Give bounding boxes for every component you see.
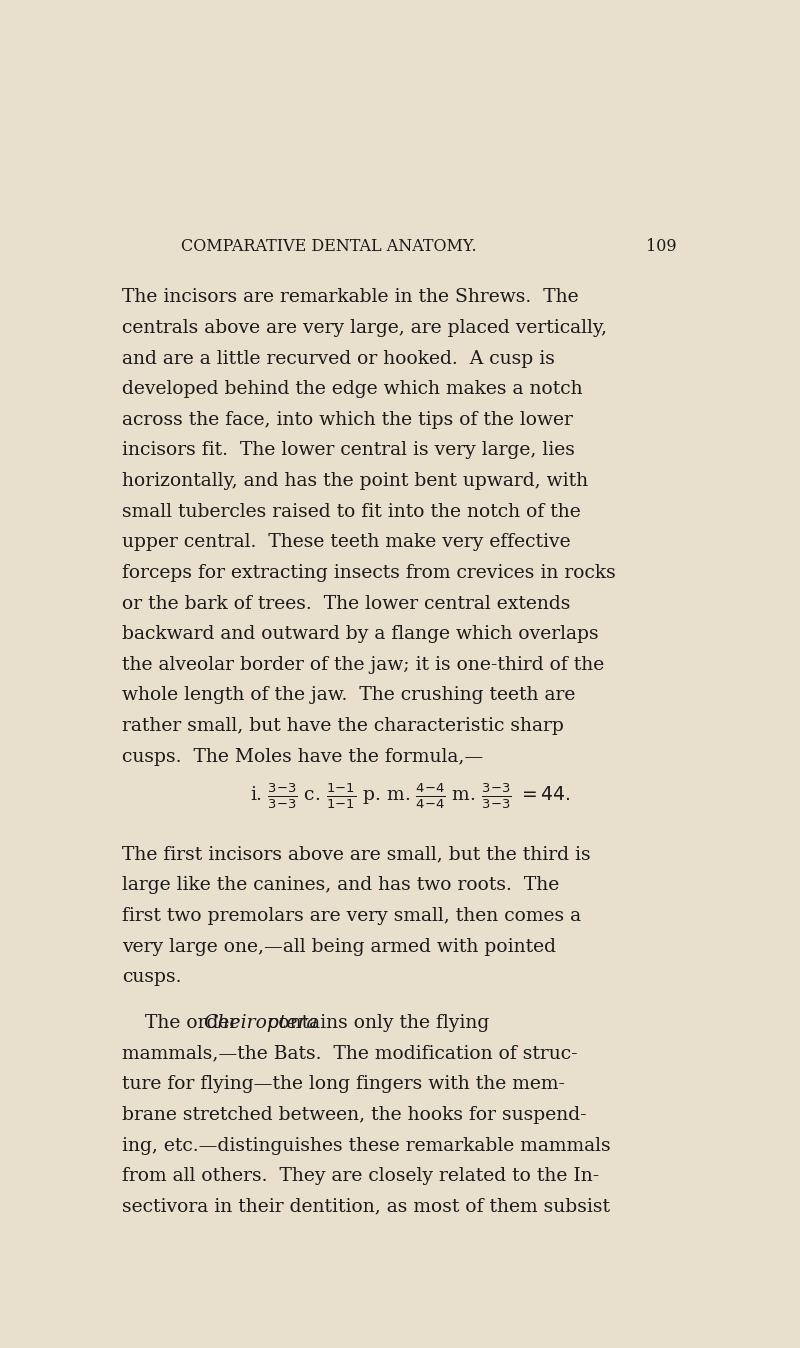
Text: large like the canines, and has two roots.  The: large like the canines, and has two root… bbox=[122, 876, 559, 894]
Text: centrals above are very large, are placed vertically,: centrals above are very large, are place… bbox=[122, 319, 606, 337]
Text: cusps.: cusps. bbox=[122, 968, 181, 987]
Text: incisors fit.  The lower central is very large, lies: incisors fit. The lower central is very … bbox=[122, 442, 574, 460]
Text: 109: 109 bbox=[646, 237, 677, 255]
Text: from all others.  They are closely related to the In-: from all others. They are closely relate… bbox=[122, 1167, 599, 1185]
Text: horizontally, and has the point bent upward, with: horizontally, and has the point bent upw… bbox=[122, 472, 588, 491]
Text: The first incisors above are small, but the third is: The first incisors above are small, but … bbox=[122, 845, 590, 864]
Text: rather small, but have the characteristic sharp: rather small, but have the characteristi… bbox=[122, 717, 563, 735]
Text: ture for flying—the long fingers with the mem-: ture for flying—the long fingers with th… bbox=[122, 1076, 565, 1093]
Text: or the bark of trees.  The lower central extends: or the bark of trees. The lower central … bbox=[122, 594, 570, 612]
Text: the alveolar border of the jaw; it is one-third of the: the alveolar border of the jaw; it is on… bbox=[122, 656, 604, 674]
Text: small tubercles raised to fit into the notch of the: small tubercles raised to fit into the n… bbox=[122, 503, 581, 520]
Text: whole length of the jaw.  The crushing teeth are: whole length of the jaw. The crushing te… bbox=[122, 686, 575, 705]
Text: upper central.  These teeth make very effective: upper central. These teeth make very eff… bbox=[122, 534, 570, 551]
Text: very large one,—all being armed with pointed: very large one,—all being armed with poi… bbox=[122, 937, 556, 956]
Text: ing, etc.—distinguishes these remarkable mammals: ing, etc.—distinguishes these remarkable… bbox=[122, 1136, 610, 1154]
Text: The incisors are remarkable in the Shrews.  The: The incisors are remarkable in the Shrew… bbox=[122, 288, 578, 306]
Text: Cheiroptera: Cheiroptera bbox=[203, 1014, 318, 1033]
Text: first two premolars are very small, then comes a: first two premolars are very small, then… bbox=[122, 907, 581, 925]
Text: sectivora in their dentition, as most of them subsist: sectivora in their dentition, as most of… bbox=[122, 1198, 610, 1216]
Text: mammals,—the Bats.  The modification of struc-: mammals,—the Bats. The modification of s… bbox=[122, 1045, 578, 1062]
Text: brane stretched between, the hooks for suspend-: brane stretched between, the hooks for s… bbox=[122, 1105, 586, 1124]
Text: COMPARATIVE DENTAL ANATOMY.: COMPARATIVE DENTAL ANATOMY. bbox=[181, 237, 476, 255]
Text: and are a little recurved or hooked.  A cusp is: and are a little recurved or hooked. A c… bbox=[122, 349, 554, 368]
Text: contains only the flying: contains only the flying bbox=[262, 1014, 489, 1033]
Text: forceps for extracting insects from crevices in rocks: forceps for extracting insects from crev… bbox=[122, 563, 615, 582]
Text: backward and outward by a flange which overlaps: backward and outward by a flange which o… bbox=[122, 625, 598, 643]
Text: across the face, into which the tips of the lower: across the face, into which the tips of … bbox=[122, 411, 573, 429]
Text: developed behind the edge which makes a notch: developed behind the edge which makes a … bbox=[122, 380, 582, 398]
Text: i. $\frac{3\mathrm{-}3}{3\mathrm{-}3}$ c. $\frac{1\mathrm{-}1}{1\mathrm{-}1}$ p.: i. $\frac{3\mathrm{-}3}{3\mathrm{-}3}$ c… bbox=[250, 782, 570, 811]
Text: cusps.  The Moles have the formula,—: cusps. The Moles have the formula,— bbox=[122, 748, 483, 766]
Text: The order: The order bbox=[146, 1014, 245, 1033]
